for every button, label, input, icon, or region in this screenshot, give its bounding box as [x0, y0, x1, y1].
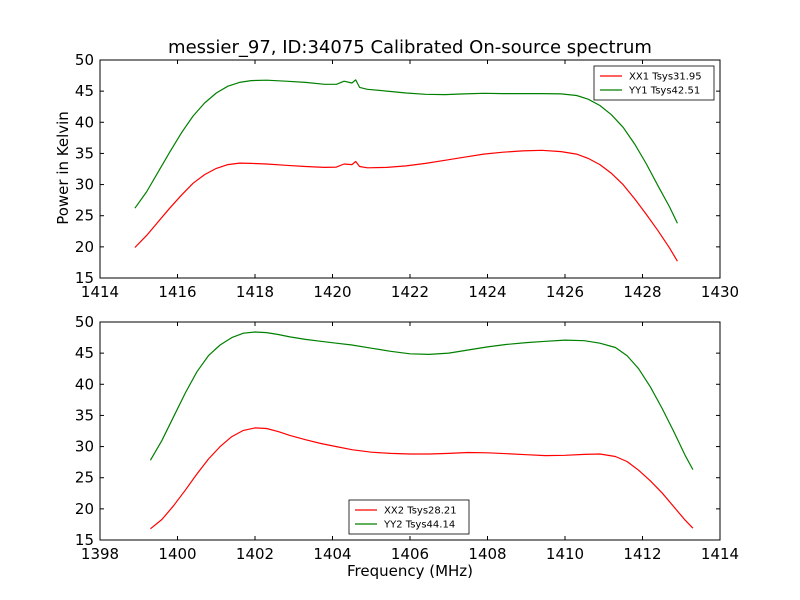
legend-box — [593, 65, 715, 101]
y-tick-label: 35 — [75, 144, 94, 162]
legend-box — [348, 499, 470, 535]
top-panel: Power in Kelvin 1414 1416 1418 1420 1422 1424… — [54, 51, 739, 301]
legend-label: YY2 Tsys44.14 — [383, 520, 455, 531]
x-tick-label: 1404 — [313, 545, 351, 563]
y-tick-label: 20 — [75, 238, 94, 256]
y-tick-label: 40 — [75, 375, 94, 393]
x-tick-label: 1416 — [158, 283, 196, 301]
x-tick-label: 1400 — [158, 545, 196, 563]
x-tick-label: 1406 — [391, 545, 429, 563]
series-line-xx — [150, 427, 694, 530]
x-tick-label: 1414 — [81, 283, 119, 301]
series-line-yy — [134, 79, 678, 224]
y-tick-label: 15 — [75, 269, 94, 287]
y-tick-label: 40 — [75, 113, 94, 131]
x-tick-label: 1412 — [623, 545, 661, 563]
x-tick-label: 1428 — [623, 283, 661, 301]
y-tick-label: 50 — [75, 313, 94, 331]
y-tick-label: 35 — [75, 406, 94, 424]
series-line-xx — [134, 149, 678, 262]
y-tick-label: 30 — [75, 438, 94, 456]
y-tick-label: 30 — [75, 176, 94, 194]
x-tick-label: 1408 — [468, 545, 506, 563]
x-axis-label: Frequency (MHz) — [347, 562, 473, 580]
y-tick-label: 25 — [75, 207, 94, 225]
series-line-yy — [149, 331, 694, 470]
x-tick-label: 1402 — [236, 545, 274, 563]
x-tick-label: 1410 — [546, 545, 584, 563]
x-tick-label: 1430 — [701, 283, 739, 301]
x-tick-label: 1420 — [313, 283, 351, 301]
y-tick-label: 20 — [75, 500, 94, 518]
legend-label: XX2 Tsys28.21 — [384, 506, 457, 517]
y-tick-label: 15 — [75, 531, 94, 549]
legend-label: XX1 Tsys31.95 — [629, 72, 702, 83]
x-tick-label: 1414 — [701, 545, 739, 563]
x-tick-label: 1398 — [81, 545, 119, 563]
bottom-panel: Frequency (MHz) 1398 1400 1402 1404 1406 1408… — [75, 313, 739, 580]
x-tick-label: 1418 — [236, 283, 274, 301]
x-tick-label: 1424 — [468, 283, 506, 301]
y-tick-label: 45 — [75, 82, 94, 100]
legend: XX1 Tsys31.95 YY1 Tsys42.51 — [593, 65, 715, 101]
x-tick-label: 1422 — [391, 283, 429, 301]
legend: XX2 Tsys28.21 YY2 Tsys44.14 — [348, 499, 470, 535]
legend-label: YY1 Tsys42.51 — [628, 86, 700, 97]
y-tick-label: 45 — [75, 344, 94, 362]
chart-title: messier_97, ID:34075 Calibrated On-sourc… — [168, 37, 652, 58]
x-tick-label: 1426 — [546, 283, 584, 301]
y-tick-label: 25 — [75, 469, 94, 487]
y-tick-label: 50 — [75, 51, 94, 69]
y-axis-label: Power in Kelvin — [54, 111, 72, 225]
